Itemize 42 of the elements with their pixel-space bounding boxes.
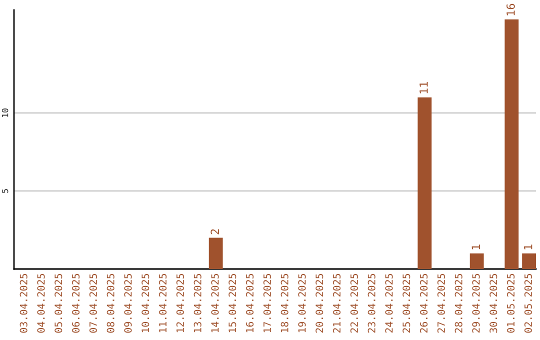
x-tick-label: 10.04.2025 bbox=[142, 274, 150, 332]
data-label: 16 bbox=[506, 4, 515, 16]
bar bbox=[208, 238, 223, 269]
x-tick-label: 29.04.2025 bbox=[472, 274, 480, 333]
x-tick-label: 24.04.2025 bbox=[385, 274, 393, 333]
bar bbox=[522, 253, 536, 269]
x-tick-label: 21.04.2025 bbox=[333, 274, 341, 333]
x-tick-label: 14.04.2025 bbox=[211, 274, 219, 332]
x-tick-label: 22.04.2025 bbox=[350, 274, 358, 333]
x-tick-label: 13.04.2025 bbox=[194, 274, 202, 332]
x-tick-label: 15.04.2025 bbox=[228, 274, 236, 332]
x-tick-label: 18.04.2025 bbox=[280, 274, 288, 332]
x-tick-label: 07.04.2025 bbox=[89, 274, 97, 333]
x-tick-label: 11.04.2025 bbox=[159, 274, 167, 332]
x-tick-label: 25.04.2025 bbox=[402, 274, 410, 333]
x-tick-label: 06.04.2025 bbox=[72, 274, 80, 333]
x-tick-label: 30.04.2025 bbox=[490, 274, 498, 333]
y-tick-label: 5 bbox=[2, 189, 8, 193]
x-tick-label: 20.04.2025 bbox=[316, 274, 324, 333]
x-tick-label: 04.04.2025 bbox=[37, 274, 45, 333]
data-label: 11 bbox=[420, 82, 428, 94]
x-tick-label: 23.04.2025 bbox=[368, 274, 376, 333]
x-tick-label: 12.04.2025 bbox=[176, 274, 184, 332]
x-tick-label: 09.04.2025 bbox=[124, 274, 132, 333]
x-tick-label: 05.04.2025 bbox=[54, 274, 62, 333]
bar bbox=[470, 253, 484, 269]
x-tick-label: 28.04.2025 bbox=[454, 274, 462, 333]
x-tick-label: 26.04.2025 bbox=[420, 274, 428, 333]
y-tick-label: 10 bbox=[2, 108, 8, 117]
x-tick-label: 27.04.2025 bbox=[437, 274, 445, 333]
x-tick-label: 01.05.2025 bbox=[507, 274, 515, 333]
bar bbox=[504, 19, 519, 269]
x-tick-label: 17.04.2025 bbox=[263, 274, 271, 332]
x-tick-label: 19.04.2025 bbox=[298, 274, 306, 332]
bar bbox=[418, 97, 432, 269]
x-tick-label: 08.04.2025 bbox=[106, 274, 114, 333]
data-label: 2 bbox=[210, 229, 219, 234]
data-label: 1 bbox=[472, 244, 480, 250]
x-tick-label: 03.04.2025 bbox=[20, 274, 28, 333]
x-tick-label: 02.05.2025 bbox=[524, 274, 532, 333]
x-tick-label: 16.04.2025 bbox=[246, 274, 254, 332]
data-label: 1 bbox=[524, 244, 532, 250]
